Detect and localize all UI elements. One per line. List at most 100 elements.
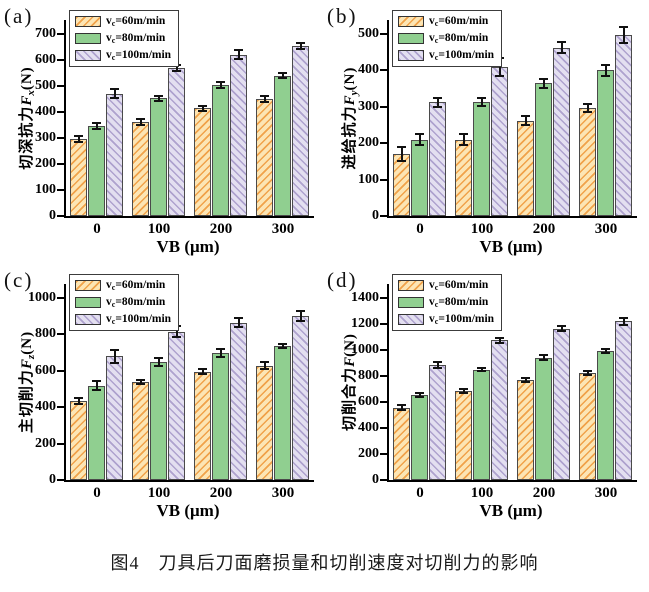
error-bar-cap-top [521,376,530,379]
error-bar-cap-top [74,135,83,138]
error-bar-cap-top [433,361,442,364]
bar-vc=60m/min [455,139,472,216]
error-bar-cap-top [296,41,305,44]
error-bar-cap-top [477,96,486,99]
bar-vc=60m/min [256,99,273,216]
error-bar-cap-top [110,348,119,351]
legend-swatch [75,280,101,291]
error-bar-line [400,146,403,162]
y-tick-mark [57,215,64,217]
error-bar-line [622,318,625,325]
error-bar-line [113,89,116,99]
bar-vc=60m/min [256,365,273,480]
error-bar-line [560,326,563,331]
y-tick-mark [380,33,387,35]
bar-vc=100m/min [106,356,123,480]
legend-label: vc=80m/min [106,32,166,45]
legend-item: vc=80m/min [75,31,171,46]
error-bar-cap-bottom [521,124,530,126]
error-bar-cap-top [459,133,468,136]
y-tick-label: 300 [35,130,56,145]
legend-item: vc=80m/min [75,295,171,310]
legend-swatch [398,33,424,44]
legend: vc=60m/min vc=80m/min vc=100m/min [392,274,503,331]
error-bar-cap-bottom [92,389,101,392]
error-bar-cap-bottom [74,141,83,144]
y-axis-label: 主切削力Fz(N) [15,331,37,433]
y-tick-label: 800 [35,326,56,342]
y-tick-mark [380,349,387,351]
y-tick-label: 800 [358,368,379,383]
bar-vc=100m/min [230,322,247,480]
error-bar-cap-bottom [216,86,225,89]
bar-vc=60m/min [194,371,211,480]
error-bar-cap-bottom [296,320,305,323]
y-tick-mark [380,479,387,481]
chart-panel-c: (c) 主切削力Fz(N) 0 200 400 600 800 1000 0 100 200 30… [2,268,326,530]
legend: vc=60m/min vc=80m/min vc=100m/min [69,274,180,331]
error-bar-cap-bottom [521,380,530,383]
error-bar-line [400,405,403,411]
error-bar-cap-top [74,397,83,400]
error-bar-line [299,42,302,49]
legend-label: vc=80m/min [429,296,489,309]
plot-area: 0 100 200 300 400 500 600 700 0 100 200 300 [35,20,314,237]
x-axis-label: VB (μm) [479,501,543,520]
legend-label: vc=80m/min [429,32,489,45]
y-tick-mark [380,323,387,325]
bar-vc=60m/min [132,121,149,216]
bar-vc=100m/min [491,66,508,216]
error-bar-cap-bottom [296,47,305,50]
error-bar-line [263,96,266,102]
error-bar-cap-top [539,354,548,357]
error-bar-cap-bottom [397,409,406,412]
error-bar-cap-bottom [216,355,225,358]
y-tick-mark [57,163,64,165]
bar-vc=80m/min [535,357,552,480]
error-bar-cap-top [583,102,592,105]
y-tick-mark [57,85,64,87]
bar-vc=60m/min [132,381,149,480]
legend-item: vc=60m/min [75,14,171,29]
y-tick-label: 700 [35,26,56,41]
error-bar-cap-top [601,347,610,350]
y-tick-label: 200 [35,435,56,451]
error-bar-cap-top [92,122,101,125]
error-bar-line [95,381,98,391]
error-bar-line [281,73,284,79]
error-bar-cap-top [521,115,530,118]
y-tick-mark [57,59,64,61]
y-tick-label: 200 [35,156,56,171]
y-tick-mark [380,178,387,181]
error-bar-cap-bottom [477,370,486,373]
error-bar-line [462,134,465,145]
error-bar-cap-bottom [260,100,269,103]
error-bar-line [219,348,222,357]
bar-vc=60m/min [455,390,472,480]
legend: vc=60m/min vc=80m/min vc=100m/min [392,10,503,67]
legend-item: vc=60m/min [75,278,171,293]
x-tick-label: 0 [93,221,101,237]
x-tick-label: 300 [594,485,618,501]
legend-item: vc=80m/min [398,31,494,46]
x-tick-label: 0 [93,485,101,501]
bar-vc=100m/min [292,316,309,480]
legend-swatch [398,314,424,325]
error-bar-line [480,97,483,107]
legend-swatch [75,314,101,325]
error-bar-line [219,81,222,88]
x-tick-label: 100 [147,485,171,501]
chart-panel-a: (a) 切深抗力Fx(N) 0 100 200 300 400 500 600 700 0 100… [2,4,326,266]
error-bar-cap-bottom [172,336,181,339]
error-bar-cap-top [477,366,486,369]
bar-vc=80m/min [88,126,105,216]
legend-label: vc=60m/min [106,279,166,292]
error-bar-cap-top [110,88,119,91]
plot-area: 0 100 200 300 400 500 0 100 200 300 [358,20,637,237]
error-bar-cap-bottom [110,97,119,100]
error-bar-cap-top [260,95,269,98]
error-bar-cap-top [495,336,504,339]
y-tick-mark [57,33,64,35]
error-bar-cap-top [216,347,225,350]
error-bar-cap-bottom [397,160,406,163]
